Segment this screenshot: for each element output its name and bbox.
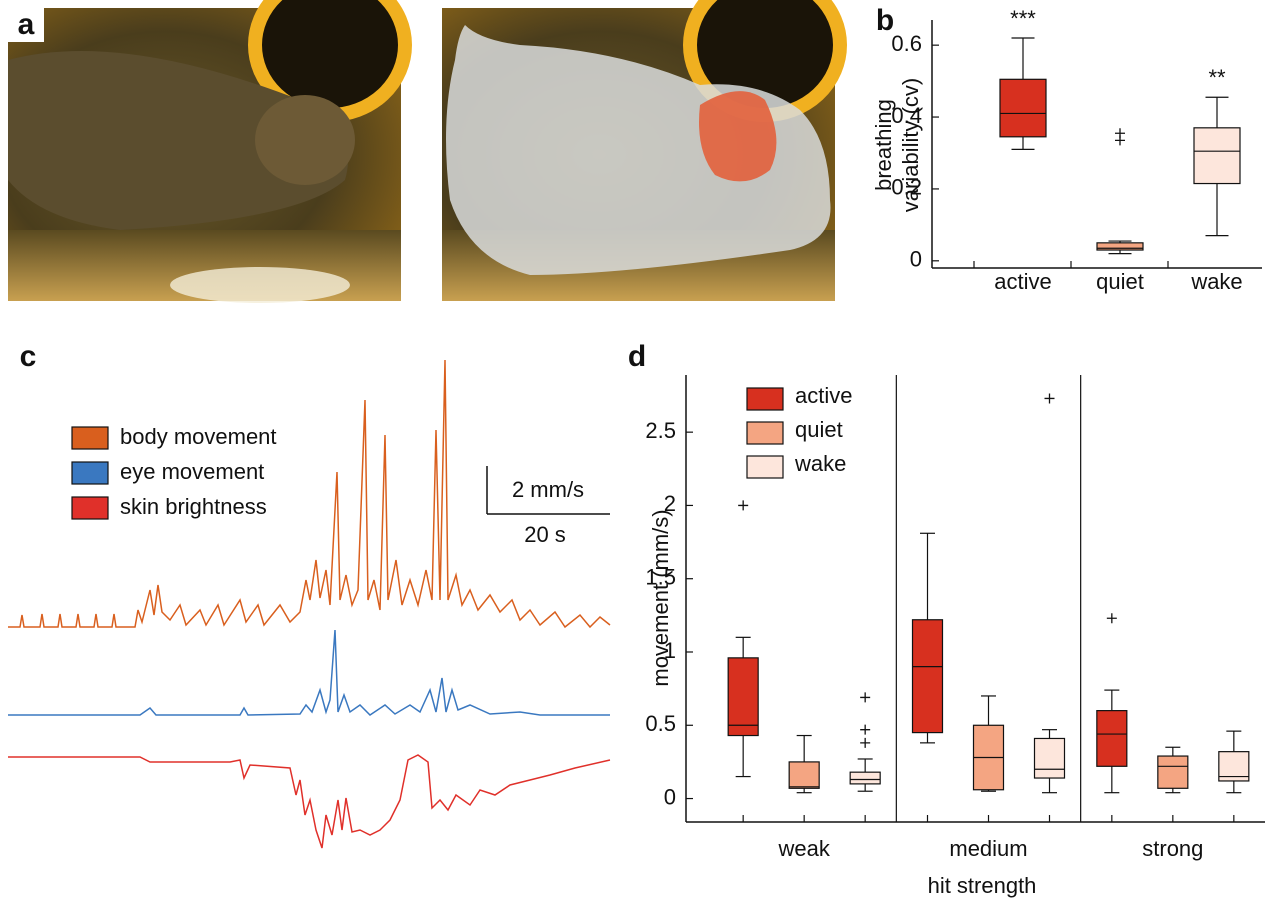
x-tick-label: quiet <box>1096 269 1144 294</box>
y-tick-label: 0.5 <box>645 711 676 736</box>
y-tick-label: 2.5 <box>645 418 676 443</box>
legend-label: eye movement <box>120 459 264 484</box>
x-tick-label: wake <box>1190 269 1242 294</box>
box <box>1193 127 1241 185</box>
x-axis-label: hit strength <box>928 873 1037 898</box>
box <box>1157 755 1189 789</box>
legend-label: active <box>795 383 852 408</box>
outlier <box>738 500 749 511</box>
outlier <box>860 737 871 748</box>
box <box>1096 242 1144 251</box>
panel-label: b <box>876 4 894 37</box>
x-tick-label: active <box>994 269 1051 294</box>
box <box>727 657 759 737</box>
annotation: *** <box>1010 6 1036 31</box>
panel-label: c <box>20 340 37 373</box>
legend-swatch <box>746 387 784 411</box>
y-tick-label: 1.5 <box>645 565 676 590</box>
x-tick-label: strong <box>1142 836 1203 861</box>
y-axis-label: variability (cv) <box>898 78 923 212</box>
legend-label: skin brightness <box>120 494 267 519</box>
outlier <box>1115 128 1125 139</box>
trace <box>8 359 611 629</box>
annotation: ** <box>1208 65 1226 90</box>
y-axis-label: movement (mm/s) <box>648 509 673 686</box>
legend-label: wake <box>794 451 846 476</box>
box <box>911 619 944 734</box>
y-tick-label: 0 <box>664 784 676 809</box>
trace <box>8 629 610 716</box>
scale-bar <box>486 466 610 515</box>
box <box>999 78 1047 138</box>
legend-swatch <box>746 421 784 445</box>
legend-label: quiet <box>795 417 843 442</box>
y-axis-label: breathing <box>871 99 896 191</box>
photo-right <box>442 0 847 301</box>
trace <box>8 754 611 849</box>
legend-swatch <box>71 496 109 520</box>
y-tick-label: 0.4 <box>891 103 922 128</box>
photo-left <box>8 0 412 303</box>
scale-label: 2 mm/s <box>512 477 584 502</box>
legend-swatch <box>71 426 109 450</box>
legend-swatch <box>71 461 109 485</box>
traces <box>8 359 611 849</box>
y-tick-label: 2 <box>664 491 676 516</box>
box <box>1033 737 1066 779</box>
panel-label: a <box>18 8 35 41</box>
outlier <box>1044 393 1055 404</box>
box <box>1096 710 1128 767</box>
y-tick-label: 1 <box>664 638 676 663</box>
y-tick-label: 0.6 <box>891 31 922 56</box>
legend-label: body movement <box>120 424 277 449</box>
outlier <box>860 724 871 735</box>
x-tick-label: medium <box>949 836 1027 861</box>
scale-label: 20 s <box>524 522 566 547</box>
box <box>849 771 881 785</box>
legend-swatch <box>746 455 784 479</box>
box <box>788 761 820 789</box>
y-tick-label: 0 <box>910 247 922 272</box>
panel-label: d <box>628 340 646 373</box>
outlier <box>1106 613 1117 624</box>
x-tick-label: weak <box>777 836 830 861</box>
outlier <box>860 692 871 703</box>
y-tick-label: 0.2 <box>891 175 922 200</box>
label-bg <box>8 8 44 42</box>
